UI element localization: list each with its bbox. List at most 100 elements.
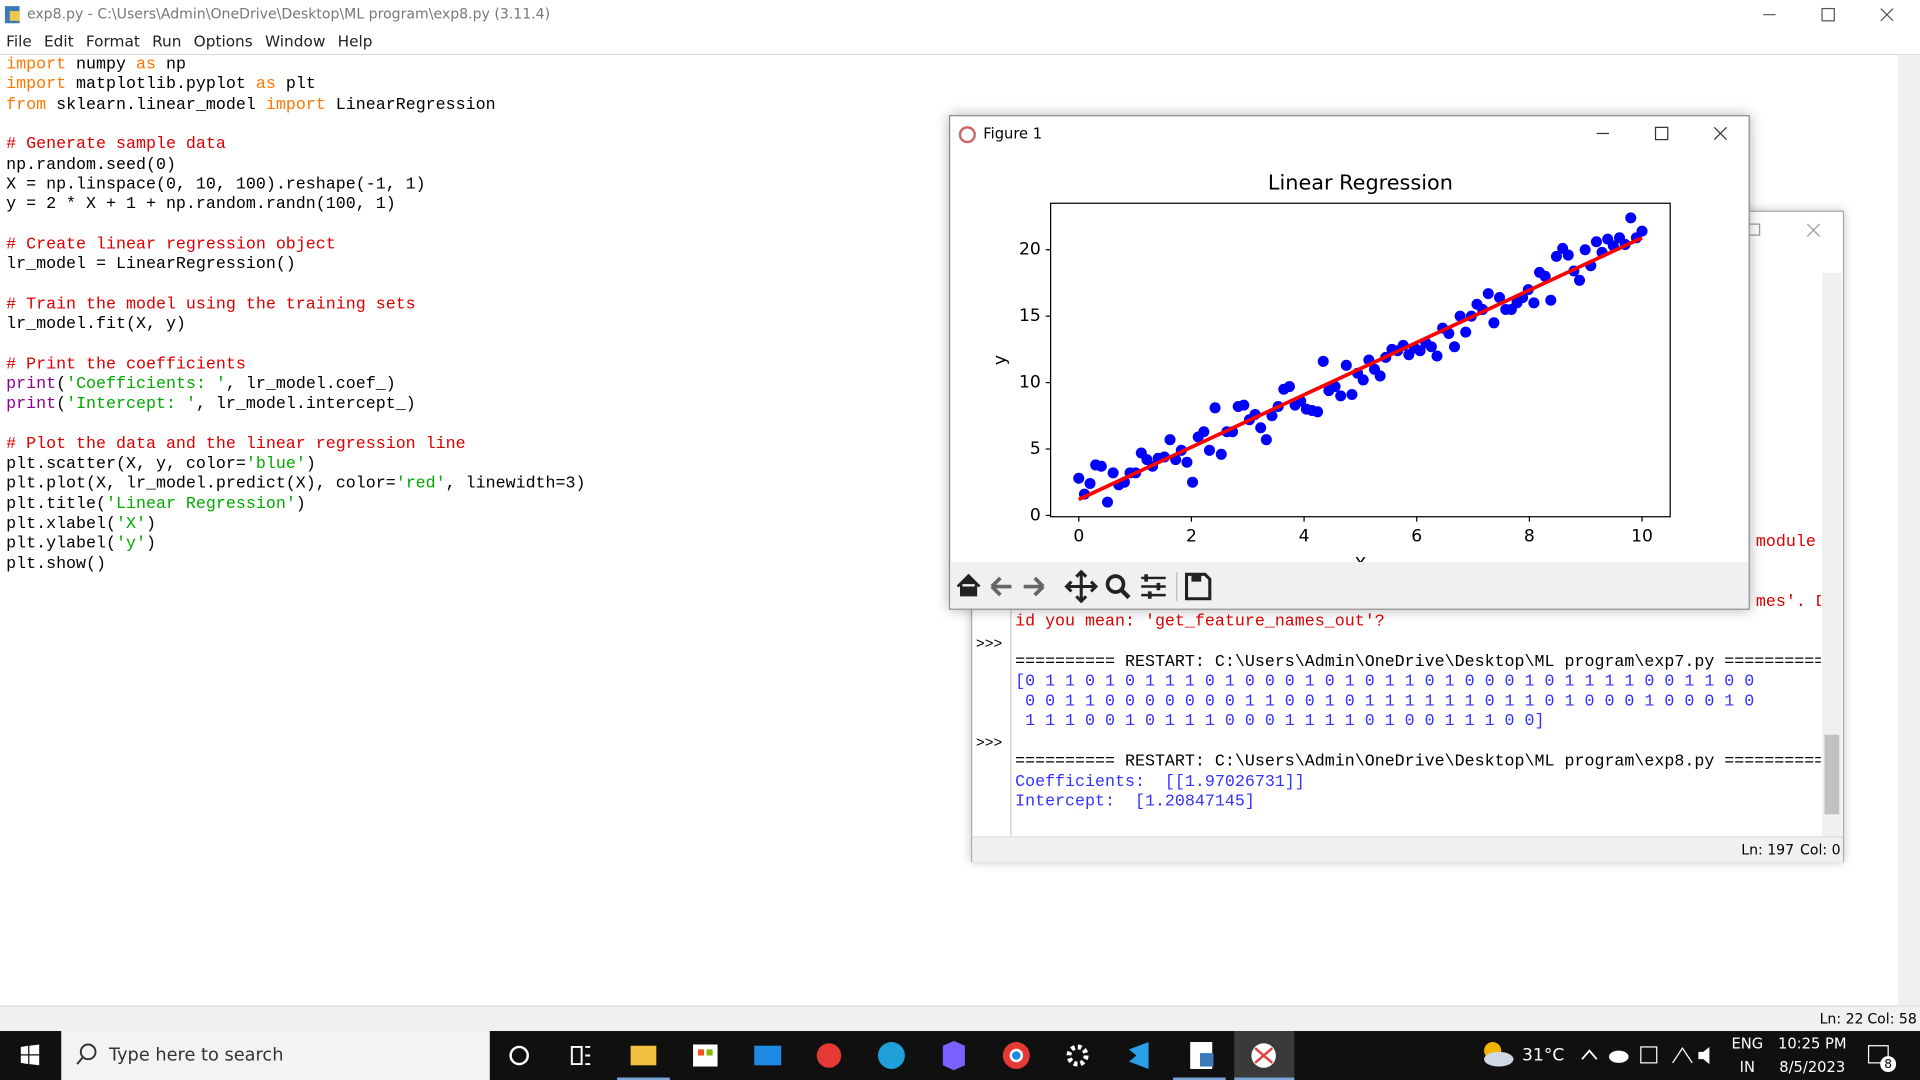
code-line: lr_model = LinearRegression(): [6, 256, 296, 276]
edge[interactable]: [877, 1042, 905, 1069]
scatter-point: [1209, 402, 1221, 414]
scatter-point: [1625, 212, 1637, 224]
menu-item[interactable]: Window: [264, 31, 326, 51]
code-token: ): [305, 455, 316, 474]
code-editor[interactable]: import numpy as np import matplotlib.pypl…: [6, 56, 1892, 999]
code-line: # Print the coefficients: [6, 356, 246, 376]
shell-text: mes'. D: [1755, 593, 1821, 613]
maximize[interactable]: [1654, 126, 1669, 141]
chart: Linear Regression 0 2 4 6 8 10 0 5 10 15 20 Xy: [990, 171, 1671, 562]
menu-item[interactable]: Run: [152, 31, 182, 51]
volume[interactable]: [1698, 1046, 1710, 1065]
code-line: # Plot the data and the linear regressio…: [6, 436, 465, 456]
store-logo: [706, 1049, 713, 1056]
scatter-point: [1215, 448, 1227, 460]
figure-toolbar: [950, 562, 1749, 609]
clock-date[interactable]: 8/5/2023: [1779, 1059, 1845, 1076]
home-button[interactable]: [956, 573, 981, 597]
back-button[interactable]: [990, 576, 1012, 597]
mail[interactable]: [754, 1045, 782, 1066]
store[interactable]: [693, 1044, 718, 1067]
scatter-point: [1255, 422, 1267, 434]
shell-text: [0 1 1 0 1 0 1 1 1 0 1 0 0 0 1 0 1 0 1 1…: [1015, 673, 1755, 692]
region[interactable]: IN: [1740, 1059, 1755, 1076]
scroll-thumb[interactable]: [1824, 734, 1840, 815]
status-line: Ln: 197: [1741, 841, 1795, 859]
menu-item[interactable]: Help: [337, 31, 373, 51]
save-button[interactable]: [1185, 572, 1212, 601]
restore[interactable]: [1747, 223, 1761, 236]
scatter-point: [1340, 359, 1352, 371]
code-line: print('Coefficients: ', lr_model.coef_): [6, 376, 396, 396]
scatter-point: [1203, 444, 1215, 456]
code-token: , lr_model.coef_): [225, 375, 396, 395]
shell-text: ========== RESTART: C:\Users\Admin\OneDr…: [1015, 753, 1821, 772]
shell-scrollbar[interactable]: [1822, 273, 1842, 837]
wifi[interactable]: [1672, 1047, 1693, 1064]
pan-button[interactable]: [1064, 569, 1099, 604]
close[interactable]: [1880, 8, 1894, 22]
scatter-point: [1562, 249, 1574, 261]
forward-button[interactable]: [1023, 576, 1045, 597]
code-token: LinearRegression: [325, 96, 496, 115]
running-indicator: [617, 1077, 670, 1080]
task-view[interactable]: [570, 1045, 591, 1066]
code-token: , linewidth=3): [445, 475, 586, 494]
status-col: Col: 58: [1867, 1010, 1917, 1028]
code-line: plt.show(): [6, 555, 106, 575]
tray-expand[interactable]: [1581, 1049, 1598, 1060]
search-box[interactable]: [61, 1031, 490, 1080]
code-token: # Generate sample data: [6, 136, 226, 155]
language[interactable]: ENG: [1732, 1035, 1764, 1052]
code-token: ): [295, 495, 306, 514]
code-line: lr_model.fit(X, y): [6, 316, 186, 336]
code-token: as: [135, 56, 156, 75]
menu-item[interactable]: Format: [85, 31, 140, 51]
zoom-button[interactable]: [1105, 574, 1126, 594]
figure-window: Figure 1 Linear Regression 0 2 4 6 8 10 0 5 10 15 2…: [948, 115, 1750, 610]
code-token: print: [6, 375, 57, 395]
code-line: np.random.seed(0): [6, 156, 176, 176]
notification-center[interactable]: [1867, 1045, 1889, 1064]
running-indicator: [1234, 1077, 1295, 1080]
scatter-point: [1181, 456, 1193, 468]
tray-icon[interactable]: [1640, 1046, 1658, 1064]
code-token: numpy: [66, 56, 136, 75]
app-icon[interactable]: [942, 1040, 965, 1071]
start-button[interactable]: [20, 1044, 40, 1066]
menu-item[interactable]: Edit: [43, 31, 74, 51]
settings[interactable]: [1066, 1044, 1089, 1067]
close[interactable]: [1713, 126, 1727, 141]
search-icon: [79, 1043, 97, 1061]
scatter-point: [1425, 341, 1437, 353]
scatter-point: [1357, 374, 1369, 386]
code-token: as: [255, 76, 276, 95]
code-token: ): [145, 535, 156, 554]
restore[interactable]: [1821, 7, 1835, 22]
figure-title: Figure 1: [983, 126, 1042, 143]
file-explorer[interactable]: [630, 1045, 657, 1066]
app-icon[interactable]: [816, 1043, 842, 1068]
scatter-point: [1329, 381, 1341, 393]
scatter-point: [1346, 389, 1358, 401]
y-tick-label: 0: [1030, 505, 1041, 525]
code-line: X = np.linspace(0, 10, 100).reshape(-1, …: [6, 176, 426, 196]
shell-text: id you mean: 'get_feature_names_out'?: [1015, 613, 1385, 632]
clock-time[interactable]: 10:25 PM: [1778, 1035, 1847, 1052]
code-token: 'y': [116, 535, 146, 554]
scrollbar[interactable]: [1897, 55, 1920, 1006]
menu-item[interactable]: File: [6, 31, 32, 51]
menu-item[interactable]: Options: [193, 31, 253, 51]
x-tick-label: 0: [1073, 526, 1084, 546]
window-title: exp8.py - C:\Users\Admin\OneDrive\Deskto…: [27, 7, 550, 23]
close[interactable]: [1806, 223, 1821, 237]
code-token: (: [56, 375, 67, 395]
scatter-point: [1312, 406, 1324, 418]
vscode[interactable]: [1128, 1042, 1149, 1069]
onedrive[interactable]: [1608, 1050, 1629, 1063]
code-token: 'Linear Regression': [106, 495, 296, 514]
cortana[interactable]: [509, 1045, 529, 1066]
code-token: X = np.linspace(0, 10, 100).reshape(-1, …: [6, 176, 426, 195]
prompt: >>>: [975, 635, 1003, 653]
